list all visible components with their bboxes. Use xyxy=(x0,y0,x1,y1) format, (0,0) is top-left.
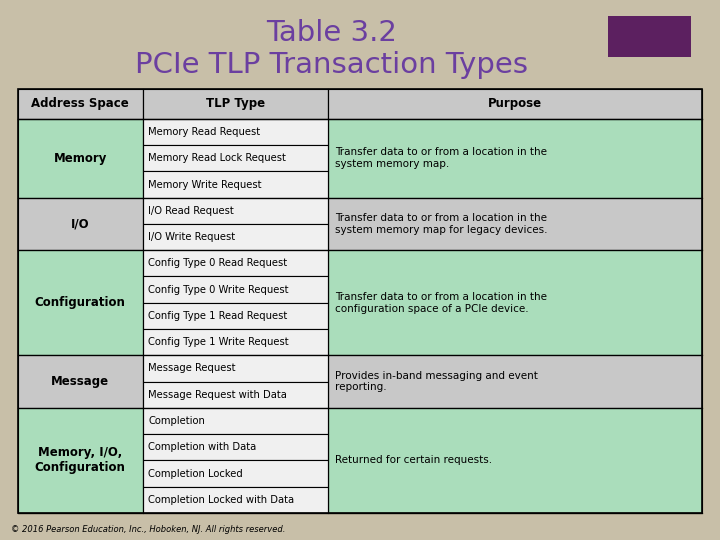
Text: Address Space: Address Space xyxy=(32,97,129,111)
Text: I/O: I/O xyxy=(71,218,89,231)
Bar xyxy=(608,16,691,57)
Bar xyxy=(143,276,328,303)
Text: I/O Read Request: I/O Read Request xyxy=(148,206,234,216)
Bar xyxy=(143,145,328,171)
Bar xyxy=(143,89,328,119)
Text: Table 3.2: Table 3.2 xyxy=(266,19,397,47)
Text: I/O Write Request: I/O Write Request xyxy=(148,232,235,242)
Text: Memory Read Request: Memory Read Request xyxy=(148,127,261,137)
Bar xyxy=(328,250,702,355)
Text: Message: Message xyxy=(51,375,109,388)
Bar xyxy=(328,408,702,513)
Bar xyxy=(143,408,328,434)
Text: © 2016 Pearson Education, Inc., Hoboken, NJ. All rights reserved.: © 2016 Pearson Education, Inc., Hoboken,… xyxy=(11,524,285,534)
Bar xyxy=(143,303,328,329)
Bar xyxy=(18,250,143,355)
Text: TLP Type: TLP Type xyxy=(205,97,265,111)
Text: Memory, I/O,
Configuration: Memory, I/O, Configuration xyxy=(35,447,126,475)
Text: Memory: Memory xyxy=(53,152,107,165)
Bar xyxy=(18,89,702,513)
Bar xyxy=(18,355,143,408)
Text: Memory Write Request: Memory Write Request xyxy=(148,179,262,190)
Bar xyxy=(143,119,328,145)
Bar xyxy=(143,250,328,276)
Bar xyxy=(328,355,702,408)
Text: Returned for certain requests.: Returned for certain requests. xyxy=(335,455,492,465)
Text: Completion Locked with Data: Completion Locked with Data xyxy=(148,495,294,505)
Bar xyxy=(143,382,328,408)
Text: Transfer data to or from a location in the
system memory map for legacy devices.: Transfer data to or from a location in t… xyxy=(335,213,547,235)
Text: Completion Locked: Completion Locked xyxy=(148,469,243,478)
Bar xyxy=(18,119,143,198)
Text: PCIe TLP Transaction Types: PCIe TLP Transaction Types xyxy=(135,51,528,79)
Bar xyxy=(143,461,328,487)
Text: Message Request: Message Request xyxy=(148,363,236,374)
Bar xyxy=(143,198,328,224)
Bar xyxy=(143,329,328,355)
Bar xyxy=(18,89,143,119)
Text: Provides in-band messaging and event
reporting.: Provides in-band messaging and event rep… xyxy=(335,371,538,393)
Text: Transfer data to or from a location in the
configuration space of a PCIe device.: Transfer data to or from a location in t… xyxy=(335,292,546,314)
Bar xyxy=(328,89,702,119)
Bar xyxy=(328,119,702,198)
Bar xyxy=(18,408,143,513)
Bar xyxy=(143,355,328,382)
Bar xyxy=(143,434,328,461)
Bar xyxy=(143,171,328,198)
Text: Completion: Completion xyxy=(148,416,205,426)
Text: Transfer data to or from a location in the
system memory map.: Transfer data to or from a location in t… xyxy=(335,147,546,169)
Bar xyxy=(328,198,702,250)
Bar xyxy=(143,487,328,513)
Text: Config Type 1 Read Request: Config Type 1 Read Request xyxy=(148,311,287,321)
Text: Config Type 0 Read Request: Config Type 0 Read Request xyxy=(148,258,287,268)
Text: Completion with Data: Completion with Data xyxy=(148,442,256,453)
Text: Memory Read Lock Request: Memory Read Lock Request xyxy=(148,153,286,163)
Text: Config Type 0 Write Request: Config Type 0 Write Request xyxy=(148,285,289,295)
Text: Purpose: Purpose xyxy=(487,97,542,111)
Bar xyxy=(18,198,143,250)
Text: Message Request with Data: Message Request with Data xyxy=(148,390,287,400)
Text: Config Type 1 Write Request: Config Type 1 Write Request xyxy=(148,337,289,347)
Text: Configuration: Configuration xyxy=(35,296,126,309)
Bar xyxy=(143,224,328,250)
